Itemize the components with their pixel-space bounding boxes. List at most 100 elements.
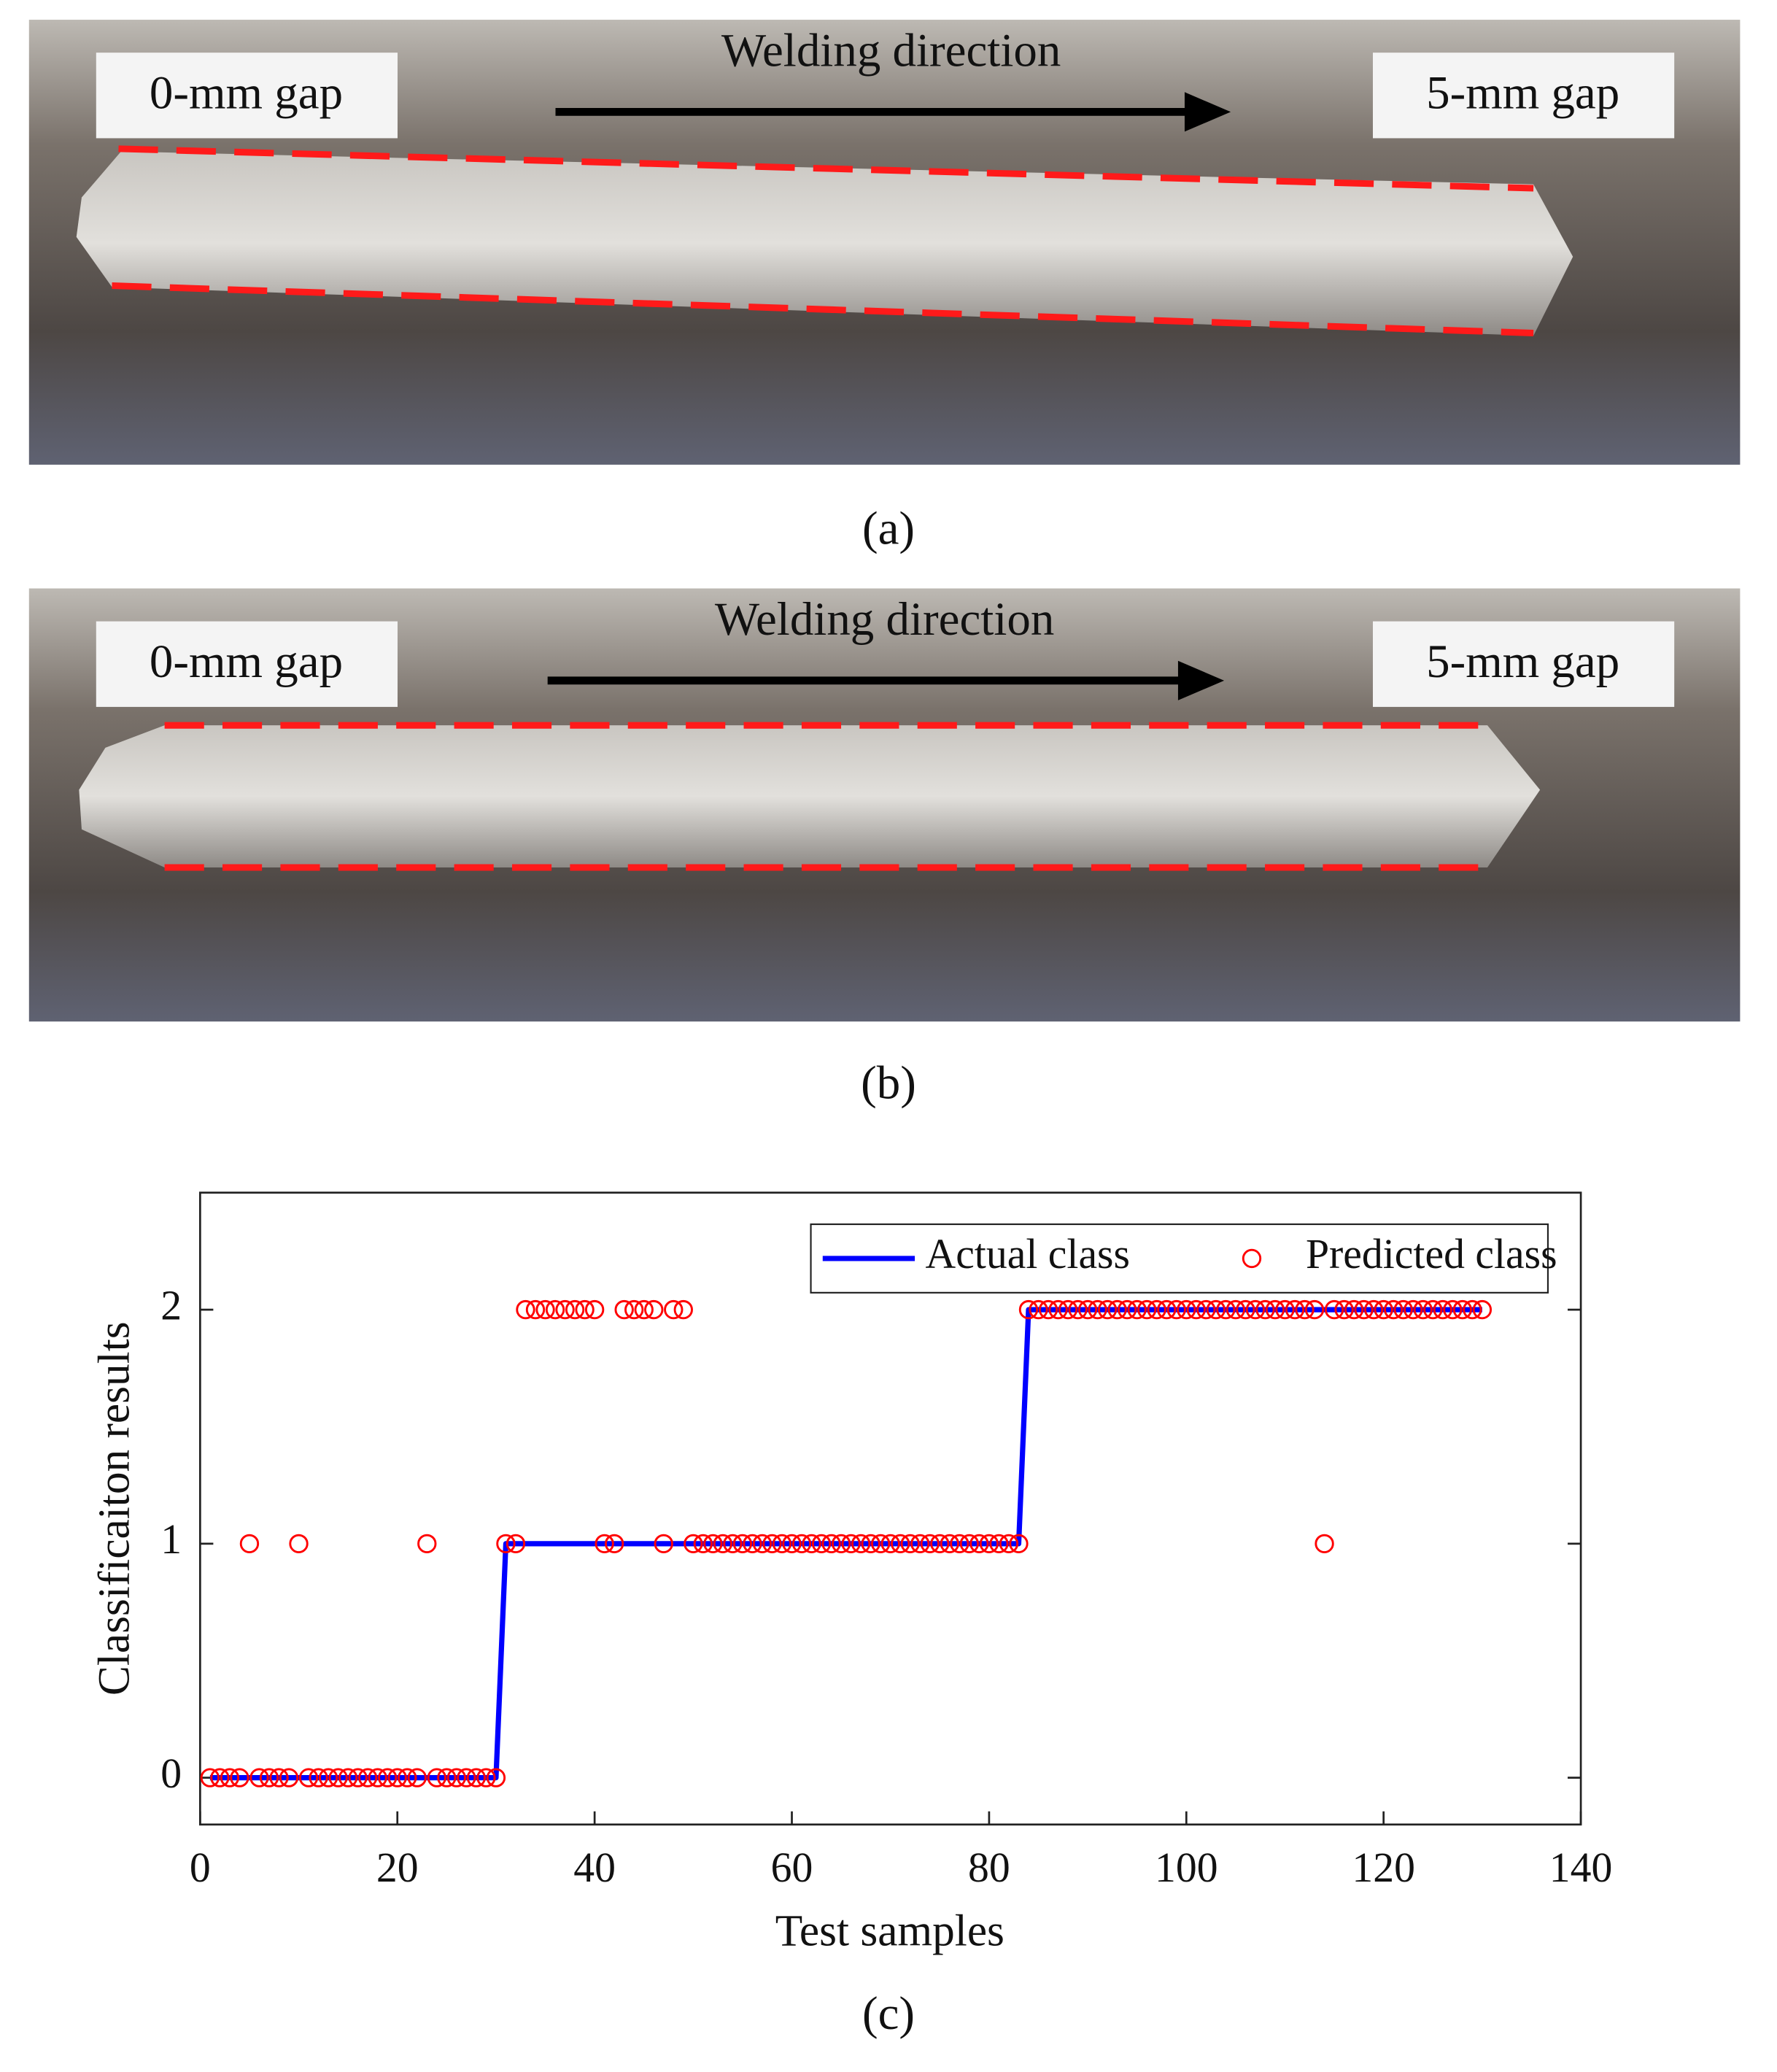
data-point <box>230 1768 249 1787</box>
data-point <box>950 1534 969 1554</box>
data-point <box>427 1768 446 1787</box>
data-point <box>279 1768 299 1787</box>
data-point <box>1029 1299 1048 1320</box>
data-point <box>673 1299 693 1320</box>
data-point <box>1226 1299 1246 1320</box>
data-point <box>398 1768 417 1787</box>
data-point <box>1265 1299 1285 1320</box>
data-point <box>1216 1299 1236 1320</box>
data-point <box>1443 1299 1463 1320</box>
data-point <box>1245 1299 1266 1320</box>
x-tick-label: 100 <box>1155 1845 1218 1891</box>
data-point <box>1157 1299 1177 1320</box>
data-point <box>752 1534 773 1554</box>
data-point <box>1255 1299 1275 1320</box>
data-point <box>1324 1299 1344 1320</box>
data-point <box>200 1768 220 1787</box>
data-point <box>732 1534 753 1554</box>
caption: (a) <box>862 503 915 555</box>
data-point <box>1048 1299 1068 1320</box>
data-point <box>1334 1299 1354 1320</box>
data-point <box>693 1534 713 1554</box>
data-point <box>210 1768 230 1787</box>
data-point <box>723 1534 743 1554</box>
x-tick-label: 0 <box>190 1845 211 1891</box>
data-point <box>535 1299 555 1320</box>
data-point <box>624 1299 644 1320</box>
data-point <box>516 1299 535 1320</box>
data-point <box>634 1299 654 1320</box>
data-point <box>654 1534 673 1554</box>
weld-bead <box>76 151 1573 336</box>
data-point <box>595 1534 614 1554</box>
data-point <box>802 1534 821 1554</box>
data-point <box>1088 1299 1107 1320</box>
label-box <box>96 621 398 707</box>
data-point <box>1009 1534 1029 1554</box>
data-point <box>910 1534 930 1554</box>
label-box <box>1372 621 1675 707</box>
x-tick-label: 40 <box>573 1845 616 1891</box>
data-point <box>1404 1299 1423 1320</box>
data-point <box>1147 1299 1166 1320</box>
data-point <box>545 1299 565 1320</box>
data-point <box>1463 1299 1482 1320</box>
data-point <box>289 1534 309 1554</box>
data-point <box>1363 1299 1384 1320</box>
data-point <box>1295 1299 1315 1320</box>
data-point <box>1206 1299 1226 1320</box>
label-box <box>96 53 398 139</box>
data-point <box>486 1768 506 1787</box>
data-point <box>457 1768 476 1787</box>
data-point <box>220 1768 240 1787</box>
data-point <box>1236 1299 1255 1320</box>
data-point <box>861 1534 880 1554</box>
y-axis-label: Classificaiton results <box>90 1321 139 1696</box>
photo-a: 0-mm gap 5-mm gap Welding direction <box>28 20 1741 465</box>
plot-frame <box>198 1191 1582 1826</box>
data-point <box>1137 1299 1157 1320</box>
data-point <box>1433 1299 1452 1320</box>
data-point <box>318 1768 338 1787</box>
data-point <box>684 1534 703 1554</box>
data-point <box>644 1299 664 1320</box>
data-point <box>1058 1299 1078 1320</box>
data-point <box>831 1534 851 1554</box>
data-point <box>1166 1299 1186 1320</box>
data-point <box>328 1768 348 1787</box>
gap-label: 5-mm gap <box>1426 635 1619 688</box>
x-tick-label: 120 <box>1352 1845 1415 1891</box>
data-point <box>703 1534 723 1554</box>
data-point <box>407 1768 427 1787</box>
data-point <box>821 1534 841 1554</box>
data-point <box>930 1534 950 1554</box>
arrow-head <box>1184 92 1231 132</box>
data-point <box>1038 1299 1058 1320</box>
data-point <box>1354 1299 1374 1320</box>
data-point <box>1384 1299 1404 1320</box>
x-tick-label: 20 <box>376 1845 419 1891</box>
data-point <box>387 1768 407 1787</box>
data-point <box>506 1534 526 1554</box>
data-point <box>811 1534 832 1554</box>
data-point <box>368 1768 387 1787</box>
data-point <box>664 1299 684 1320</box>
data-point <box>1018 1299 1039 1320</box>
data-point <box>791 1534 812 1554</box>
gap-label: 0-mm gap <box>150 66 343 119</box>
caption: (c) <box>862 1987 915 2040</box>
data-point <box>466 1768 487 1787</box>
data-point <box>269 1768 289 1787</box>
data-point <box>614 1299 634 1320</box>
x-tick-label: 140 <box>1549 1845 1613 1891</box>
bead-edge <box>112 282 1534 337</box>
data-point <box>940 1534 959 1554</box>
data-point <box>1107 1299 1127 1320</box>
data-point <box>1413 1299 1433 1320</box>
data-point <box>900 1534 920 1554</box>
data-point <box>437 1768 457 1787</box>
data-point <box>496 1534 516 1554</box>
data-point <box>1304 1299 1325 1320</box>
x-tick-label: 60 <box>771 1845 813 1891</box>
data-point <box>1285 1299 1305 1320</box>
